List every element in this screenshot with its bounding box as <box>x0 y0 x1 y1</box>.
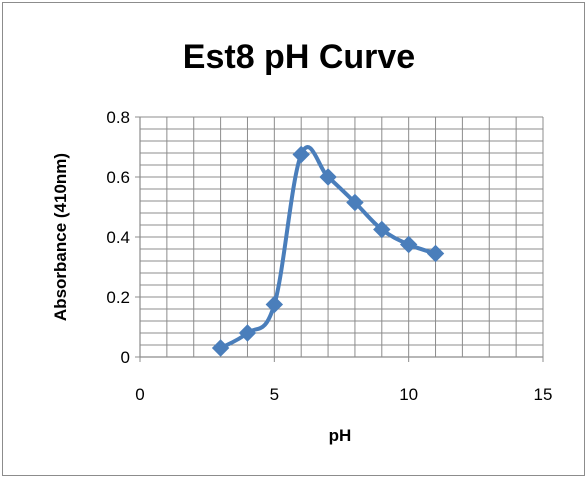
axes <box>135 116 544 362</box>
tick-labels: 0 0.2 0.4 0.6 0.8 0 5 10 15 <box>106 108 552 404</box>
data-series <box>211 145 445 357</box>
x-axis-title: pH <box>329 426 352 445</box>
series-line <box>218 145 438 350</box>
grid-lines <box>140 116 544 357</box>
data-point-marker <box>373 220 391 239</box>
data-point-marker <box>292 145 310 164</box>
data-point-marker <box>426 244 445 263</box>
x-tick-label: 10 <box>399 385 418 404</box>
data-point-marker <box>399 235 418 254</box>
x-tick-label: 0 <box>135 385 144 404</box>
data-point-marker <box>238 324 257 342</box>
x-tick-label: 5 <box>270 385 279 404</box>
data-point-marker <box>319 168 337 186</box>
chart-title: Est8 pH Curve <box>183 38 415 76</box>
y-tick-label: 0.4 <box>106 228 130 247</box>
x-tick-label: 15 <box>534 385 553 404</box>
y-tick-label: 0.8 <box>106 108 130 127</box>
data-point-marker <box>211 339 230 357</box>
y-tick-label: 0 <box>121 348 130 367</box>
y-tick-label: 0.2 <box>106 288 130 307</box>
y-axis-title: Absorbance (410nm) <box>51 153 70 321</box>
data-point-marker <box>346 193 364 212</box>
y-tick-label: 0.6 <box>106 168 130 187</box>
data-point-marker <box>265 295 284 314</box>
